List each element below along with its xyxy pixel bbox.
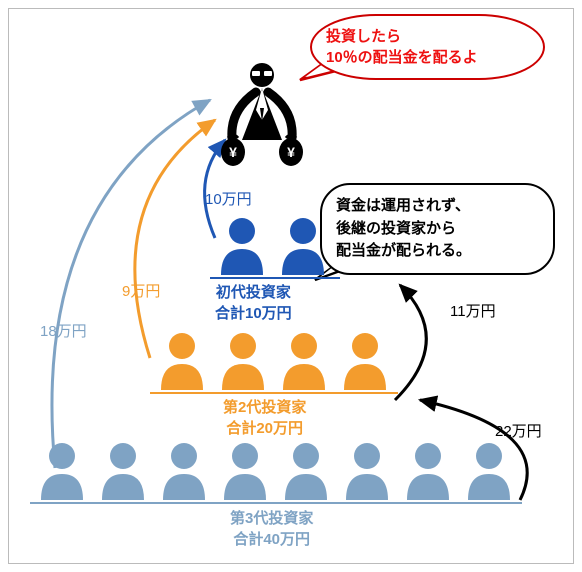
scammer-figure: ¥ ¥ [220,60,305,175]
tier2-label: 第2代投資家 合計20万円 [223,397,306,439]
tier3-label: 第3代投資家 合計40万円 [230,508,313,550]
speech-bubble-explain: 資金は運用されず、 後継の投資家から 配当金が配られる。 [320,183,555,275]
speech-red-line2: 10％の配当金を配るよ [326,47,529,68]
tier2-label-line1: 第2代投資家 [223,397,306,418]
tier2-underline [150,392,398,394]
svg-text:¥: ¥ [229,144,237,160]
tier3-people [35,440,517,500]
tier1-people [215,215,331,275]
person-icon [96,440,151,500]
person-icon [277,330,332,390]
speech-black-line1: 資金は運用されず、 [336,195,539,218]
person-icon [340,440,395,500]
person-icon [157,440,212,500]
amount-t1-to-scammer: 10万円 [205,188,252,209]
speech-red-line1: 投資したら [326,26,529,47]
speech-bubble-promise: 投資したら 10％の配当金を配るよ [310,14,545,80]
speech-black-line2: 後継の投資家から [336,218,539,241]
amount-t3-to-t2: 22万円 [495,420,542,441]
speech-black-line3: 配当金が配られる。 [336,240,539,263]
tier1-underline [210,277,340,279]
tier1-label-line2: 合計10万円 [215,303,292,324]
amount-t2-to-scammer: 9万円 [122,280,160,301]
person-icon [401,440,456,500]
person-icon [218,440,273,500]
person-icon [462,440,517,500]
person-icon [215,215,270,275]
person-icon [338,330,393,390]
tier1-label-line1: 初代投資家 [215,282,292,303]
tier2-label-line2: 合計20万円 [223,418,306,439]
tier2-people [155,330,393,390]
tier3-underline [30,502,522,504]
tier3-label-line2: 合計40万円 [230,529,313,550]
amount-t2-to-t1: 11万円 [450,300,496,321]
tier3-label-line1: 第3代投資家 [230,508,313,529]
tier1-label: 初代投資家 合計10万円 [215,282,292,324]
person-icon [279,440,334,500]
person-icon [35,440,90,500]
person-icon [216,330,271,390]
svg-text:¥: ¥ [287,144,295,160]
amount-t3-to-scammer: 18万円 [40,320,87,341]
person-icon [155,330,210,390]
